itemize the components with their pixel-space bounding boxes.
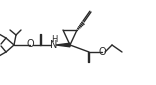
Text: O: O	[98, 47, 106, 57]
Text: H: H	[51, 35, 57, 44]
Text: N: N	[50, 40, 58, 50]
Polygon shape	[56, 43, 70, 47]
Text: O: O	[26, 39, 34, 49]
